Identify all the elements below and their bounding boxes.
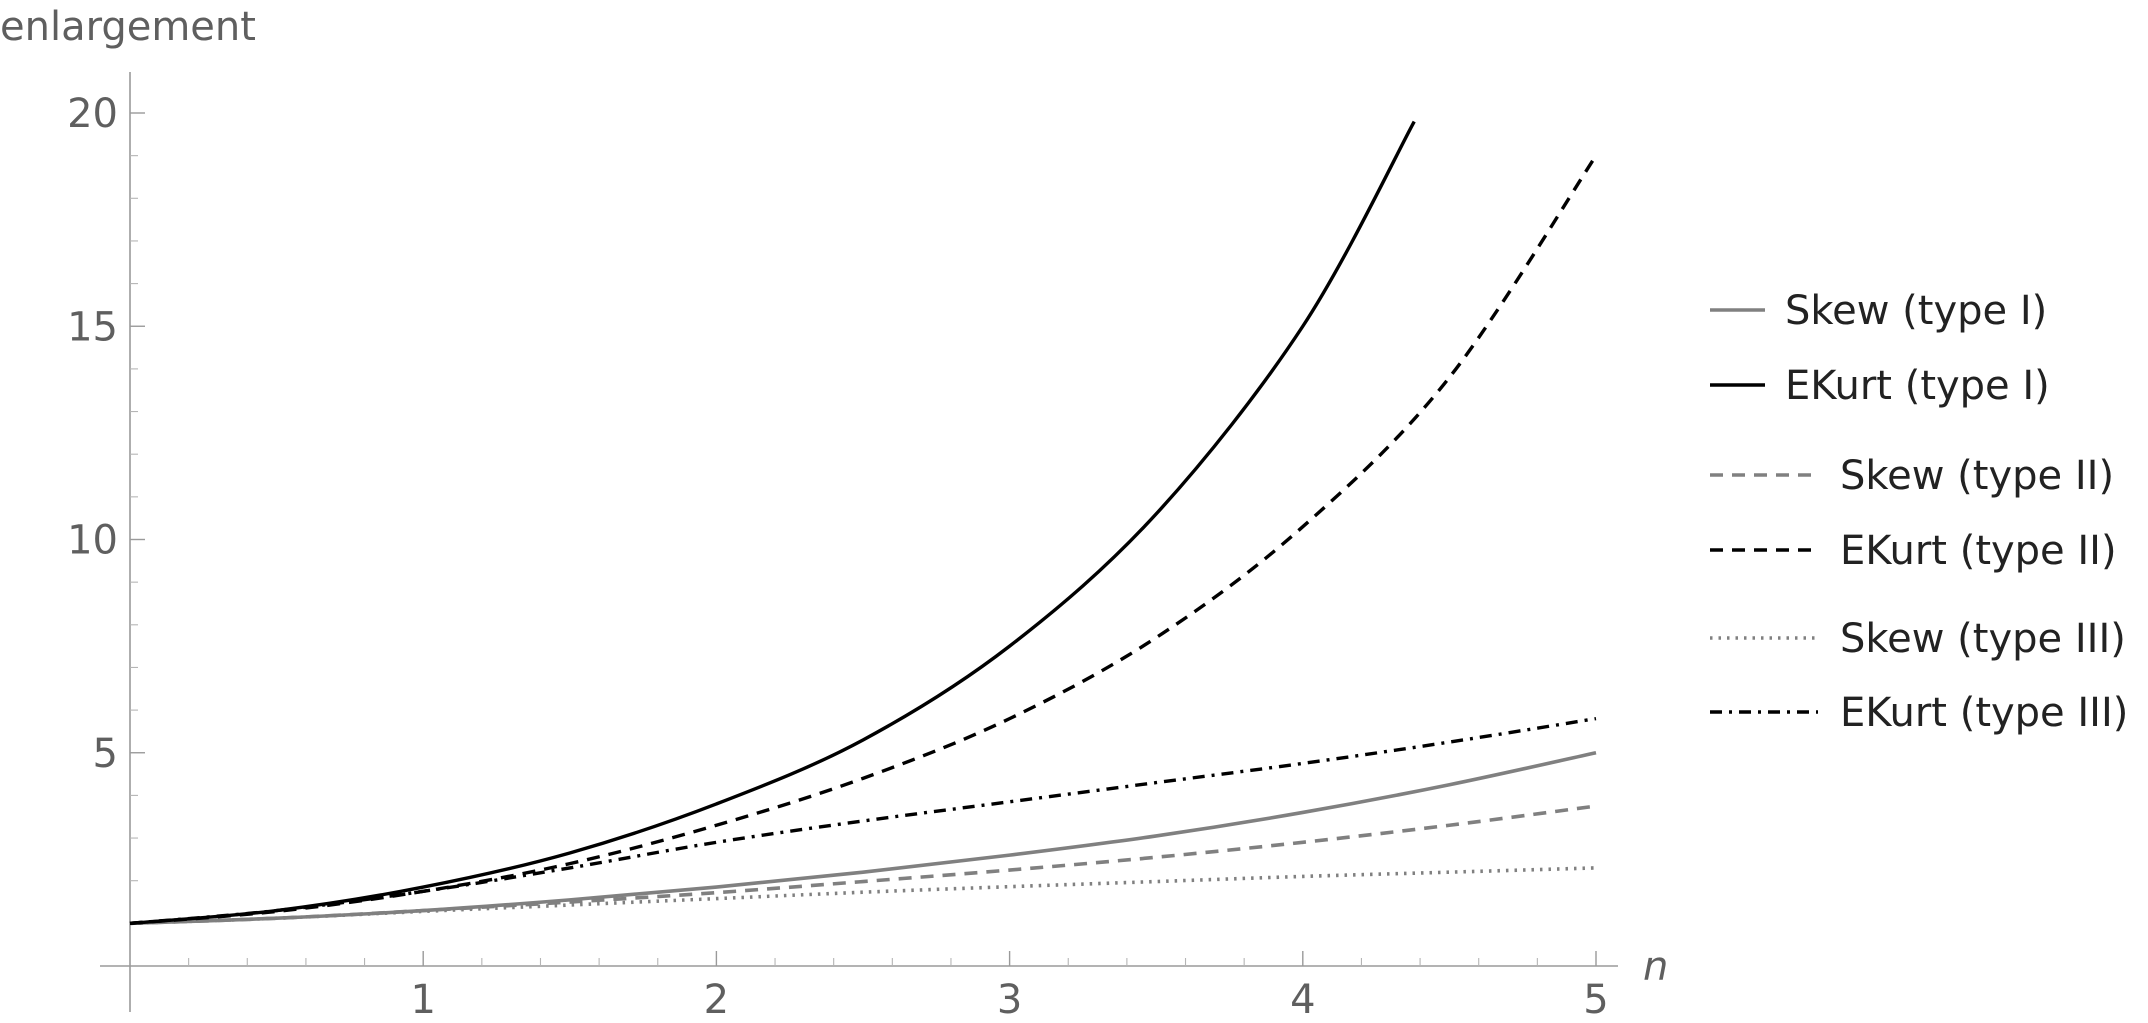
series-group: [129, 120, 1598, 926]
y-tick-label: 20: [67, 91, 118, 137]
series-line-4: [129, 866, 1597, 926]
x-tick-label: 1: [410, 977, 435, 1023]
x-tick-label: 5: [1583, 977, 1608, 1023]
legend-label-1: EKurt (type I): [1785, 363, 2050, 409]
x-tick-label: 2: [704, 977, 729, 1023]
y-tick-label: 15: [67, 304, 118, 350]
y-tick-label: 5: [93, 731, 118, 777]
legend-label-3: EKurt (type II): [1840, 528, 2117, 574]
series-line-3: [129, 154, 1598, 926]
x-tick-label: 4: [1290, 977, 1315, 1023]
legend-label-5: EKurt (type III): [1840, 690, 2128, 736]
legend-label-0: Skew (type I): [1785, 288, 2047, 334]
axes: [100, 72, 1618, 1012]
legend-label-4: Skew (type III): [1840, 616, 2126, 662]
x-tick-label: 3: [997, 977, 1022, 1023]
legend: Skew (type I) EKurt (type I) Skew (type II…: [1710, 288, 2128, 736]
series-line-1: [129, 120, 1416, 926]
legend-label-2: Skew (type II): [1840, 453, 2114, 499]
y-axis-title: enlargement: [0, 4, 256, 50]
series-line-5: [129, 716, 1597, 926]
tick-labels: 1 2 3 4 5 5 10 15 20: [67, 91, 1609, 1023]
y-tick-label: 10: [67, 518, 118, 564]
ticks: [130, 112, 1597, 966]
x-axis-title: n: [1643, 944, 1668, 990]
series-line-2: [129, 804, 1597, 926]
